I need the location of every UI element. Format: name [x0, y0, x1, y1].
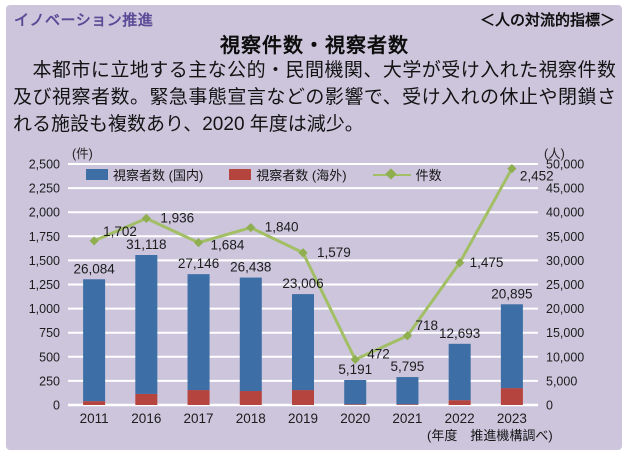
right-axis-tick: 10,000 [546, 350, 584, 364]
bar-domestic-2018 [239, 277, 262, 392]
bar-overseas-2017 [187, 390, 210, 405]
description-text: 本都市に立地する主な公的・民間機関、大学が受け入れた視察件数及び視察者数。緊急事… [13, 60, 616, 135]
right-axis-unit: (人) [544, 147, 565, 161]
bar-domestic-2019 [292, 294, 314, 391]
left-axis-tick: 1,250 [29, 278, 60, 292]
right-axis-tick: 45,000 [546, 182, 584, 196]
bar-overseas-2016 [135, 393, 158, 405]
bar-overseas-2022 [448, 400, 471, 405]
indicator-type-label: ＜人の対流的指標＞ [479, 12, 615, 29]
bar-overseas-2023 [500, 388, 523, 405]
count-point-2020 [350, 354, 360, 365]
legend-item-count: 件数 [372, 165, 442, 184]
bar-overseas-2018 [239, 391, 262, 405]
right-axis-tick: 40,000 [546, 206, 584, 220]
legend-item-domestic: 視察者数 (国内) [86, 165, 203, 184]
line-value-label: 2,452 [520, 169, 554, 184]
right-axis-tick: 25,000 [546, 278, 584, 292]
bar-total-label: 20,895 [491, 286, 532, 301]
line-value-label: 718 [415, 318, 438, 333]
left-axis-tick: 750 [39, 326, 60, 340]
combo-chart: 26,084 31,118 27,146 26,438 23,006 5,191 5,795… [0, 140, 629, 456]
bar-domestic-2021 [396, 377, 419, 405]
count-point-2011 [89, 236, 99, 246]
left-axis-tick: 2,500 [29, 158, 60, 172]
line-value-label: 1,579 [317, 245, 351, 260]
x-tick-label: 2018 [236, 411, 266, 426]
left-axis-tick: 1,750 [29, 230, 60, 244]
left-axis-tick: 250 [39, 374, 60, 388]
chart-title: 視察件数・視察者数 [220, 35, 409, 57]
line-value-label: 1,936 [160, 210, 194, 225]
line-value-label: 1,475 [470, 255, 504, 270]
bar-total-label: 31,118 [126, 237, 166, 252]
left-axis-tick: 2,250 [29, 182, 60, 196]
bar-domestic-2016 [135, 255, 158, 394]
x-tick-label: 2011 [80, 411, 109, 426]
chart-legend: 視察者数 (国内) 視察者数 (海外) 件数 [86, 165, 442, 184]
bar-total-label: 12,693 [439, 326, 480, 341]
left-axis-unit: (件) [72, 147, 93, 161]
legend-label-domestic: 視察者数 (国内) [113, 168, 204, 183]
line-value-label: 472 [367, 346, 390, 361]
bar-domestic-2023 [500, 304, 523, 389]
bar-total-label: 27,146 [178, 256, 219, 271]
line-value-label: 1,684 [211, 238, 245, 253]
bar-total-label: 5,795 [391, 359, 425, 374]
bar-domestic-2011 [83, 279, 106, 402]
legend-swatch-domestic-icon [86, 169, 108, 180]
right-axis-tick: 35,000 [546, 230, 584, 244]
legend-swatch-overseas-icon [229, 169, 252, 180]
left-axis-tick: 500 [39, 350, 60, 364]
count-point-2019 [298, 248, 308, 258]
x-tick-label: 2023 [497, 411, 527, 426]
category-label: イノベーション推進 [14, 12, 154, 29]
line-value-label: 1,840 [265, 220, 299, 235]
bar-overseas-2021 [396, 404, 419, 405]
count-point-2017 [193, 238, 204, 248]
chart-canvas: 26,084 31,118 27,146 26,438 23,006 5,191 5,795… [29, 158, 585, 427]
bar-total-label: 5,191 [338, 362, 372, 377]
bar-total-label: 23,006 [282, 276, 323, 291]
line-value-label: 1,702 [103, 224, 137, 239]
legend-label-overseas: 視察者数 (海外) [256, 168, 347, 183]
right-axis-tick: 15,000 [546, 326, 584, 340]
x-tick-label: 2019 [288, 411, 318, 426]
right-axis-tick: 5,000 [546, 374, 577, 388]
bar-overseas-2011 [83, 401, 106, 405]
right-axis-tick: 20,000 [546, 302, 584, 316]
count-point-2021 [402, 331, 413, 341]
right-axis-tick: 50,000 [546, 158, 584, 172]
bar-domestic-2022 [448, 343, 471, 401]
axis-source-note: (年度 推進機構調べ) [427, 428, 553, 443]
left-axis-tick: 1,500 [29, 254, 60, 268]
left-axis-tick: 0 [53, 399, 60, 413]
x-tick-label: 2016 [131, 411, 161, 426]
bar-overseas-2020 [344, 404, 367, 405]
x-tick-label: 2017 [184, 411, 214, 426]
bar-domestic-2020 [344, 379, 367, 405]
count-point-2022 [455, 258, 465, 268]
bar-domestic-2017 [187, 274, 210, 391]
legend-item-overseas: 視察者数 (海外) [229, 165, 347, 184]
bar-overseas-2019 [292, 390, 314, 405]
bar-total-label: 26,084 [73, 261, 115, 276]
card-header: イノベーション推進 ＜人の対流的指標＞ [14, 9, 615, 30]
bar-total-label: 26,438 [230, 260, 271, 275]
left-axis-tick: 1,000 [29, 302, 60, 316]
x-tick-label: 2020 [340, 411, 370, 426]
right-axis-tick: 0 [546, 399, 553, 413]
legend-line-marker-icon [372, 167, 411, 180]
right-axis-tick: 30,000 [546, 254, 584, 268]
count-point-2016 [141, 213, 151, 223]
count-point-2018 [246, 223, 256, 233]
x-tick-label: 2022 [445, 411, 475, 426]
count-point-2023 [507, 164, 517, 174]
x-tick-label: 2021 [392, 411, 422, 426]
legend-label-count: 件数 [415, 168, 442, 183]
left-axis-tick: 2,000 [29, 206, 60, 220]
